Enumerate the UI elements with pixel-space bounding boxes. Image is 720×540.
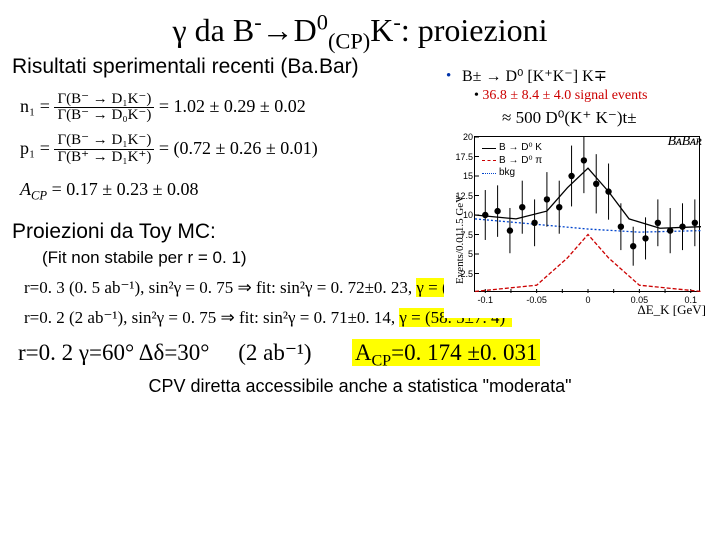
- babar-chart: • B± → D⁰ [K⁺K⁻] K∓ • 36.8 ± 8.4 ± 4.0 s…: [444, 66, 712, 318]
- summary-luminosity: (2 ab⁻¹): [238, 340, 311, 365]
- title-text-1: da B: [187, 12, 255, 48]
- p1-rhs: = (0.72 ± 0.26 ± 0.01): [159, 138, 318, 158]
- sup-2: 0: [317, 9, 328, 34]
- summary-params: r=0. 2 γ=60° Δδ=30°: [18, 340, 210, 365]
- n1-num: Γ(B⁻ → D₁K⁻): [54, 92, 154, 109]
- summary-row: r=0. 2 γ=60° Δδ=30° (2 ab⁻¹) ACP=0. 174 …: [0, 340, 720, 366]
- n1-den: Γ(B⁻ → D₀K⁻): [54, 108, 154, 124]
- ytick-label: 2.5: [451, 269, 473, 279]
- chart-approx-eq: ≈ 500 D⁰(K⁺ K⁻)t±: [502, 108, 637, 128]
- row1-text: r=0. 3 (0. 5 ab⁻¹), sin²γ = 0. 75 ⇒ fit:…: [24, 278, 416, 297]
- p1-fraction: Γ(B⁻ → D₁K⁻) Γ(B⁺ → D₁K⁺): [54, 133, 154, 166]
- ytick-label: 12.5: [451, 191, 473, 201]
- xtick-label: -0.05: [525, 295, 549, 305]
- chart-decay-eq: B± → D⁰ [K⁺K⁻] K∓: [462, 66, 607, 86]
- chart-events-red: 36.8 ± 8.4 ± 4.0 signal events: [482, 88, 647, 103]
- chart-svg: [475, 137, 701, 293]
- footer-note: CPV diretta accessibile anche a statisti…: [0, 376, 720, 397]
- ytick-label: 5: [451, 249, 473, 259]
- title-text-4: : proiezioni: [401, 12, 548, 48]
- greek-gamma: γ: [173, 12, 187, 48]
- ytick-label: 10: [451, 210, 473, 220]
- p1-lhs: p₁ =: [20, 138, 50, 158]
- row2-text: r=0. 2 (2 ab⁻¹), sin²γ = 0. 75 ⇒ fit: si…: [24, 308, 399, 327]
- ytick-label: 7.5: [451, 230, 473, 240]
- p1-num: Γ(B⁻ → D₁K⁻): [54, 133, 154, 150]
- sub-cp: (CP): [328, 28, 370, 53]
- summary-acp-highlight: ACP=0. 174 ±0. 031: [352, 339, 541, 366]
- title-text-2: →D: [262, 12, 317, 48]
- sup-3: -: [393, 9, 400, 34]
- xtick-label: 0: [576, 295, 600, 305]
- xtick-label: -0.1: [473, 295, 497, 305]
- bullet-icon: •: [446, 68, 451, 85]
- sup-1: -: [254, 9, 261, 34]
- title-text-3: K: [370, 12, 393, 48]
- n1-fraction: Γ(B⁻ → D₁K⁻) Γ(B⁻ → D₀K⁻): [54, 92, 154, 125]
- page-title: γ da B-→D0(CP)K-: proiezioni: [0, 0, 720, 55]
- chart-xlabel: ΔE_K [GeV]: [637, 302, 706, 318]
- n1-rhs: = 1.02 ± 0.29 ± 0.02: [159, 96, 306, 116]
- ytick-label: 17.5: [451, 152, 473, 162]
- n1-lhs: n₁ =: [20, 96, 50, 116]
- p1-den: Γ(B⁺ → D₁K⁺): [54, 150, 154, 166]
- ytick-label: 15: [451, 171, 473, 181]
- chart-plot-area: -0.1-0.0500.050.12.557.51012.51517.520: [474, 136, 700, 292]
- ytick-label: 20: [451, 132, 473, 142]
- chart-events-line: • 36.8 ± 8.4 ± 4.0 signal events: [474, 88, 647, 104]
